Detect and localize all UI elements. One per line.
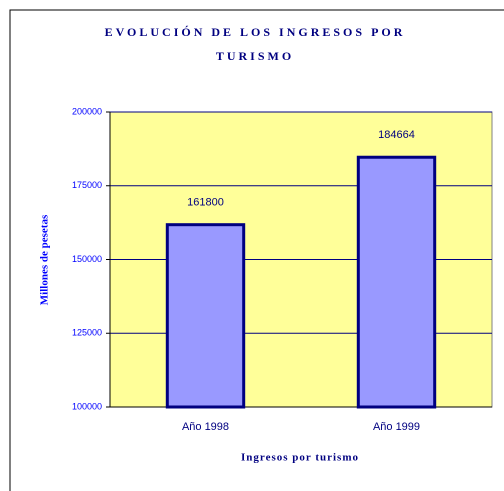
- x-axis-label: Ingresos por turismo: [241, 452, 359, 464]
- data-label: 184664: [378, 129, 415, 141]
- x-tick-label: Año 1999: [373, 421, 420, 433]
- bar: [165, 223, 246, 409]
- y-tick-label: 175000: [72, 180, 102, 190]
- chart-title: EVOLUCIÓN DE LOS INGRESOS POR TURISMO: [104, 25, 406, 63]
- bar: [356, 155, 437, 409]
- frame: [9, 9, 504, 491]
- y-axis-label: Millones de pesetas: [39, 214, 51, 305]
- data-label: 161800: [187, 197, 224, 209]
- y-tick-label: 150000: [72, 254, 102, 264]
- x-tick-label: Año 1998: [182, 421, 229, 433]
- y-tick-label: 200000: [72, 106, 102, 116]
- y-tick-label: 125000: [72, 328, 102, 338]
- y-tick-label: 100000: [72, 401, 102, 411]
